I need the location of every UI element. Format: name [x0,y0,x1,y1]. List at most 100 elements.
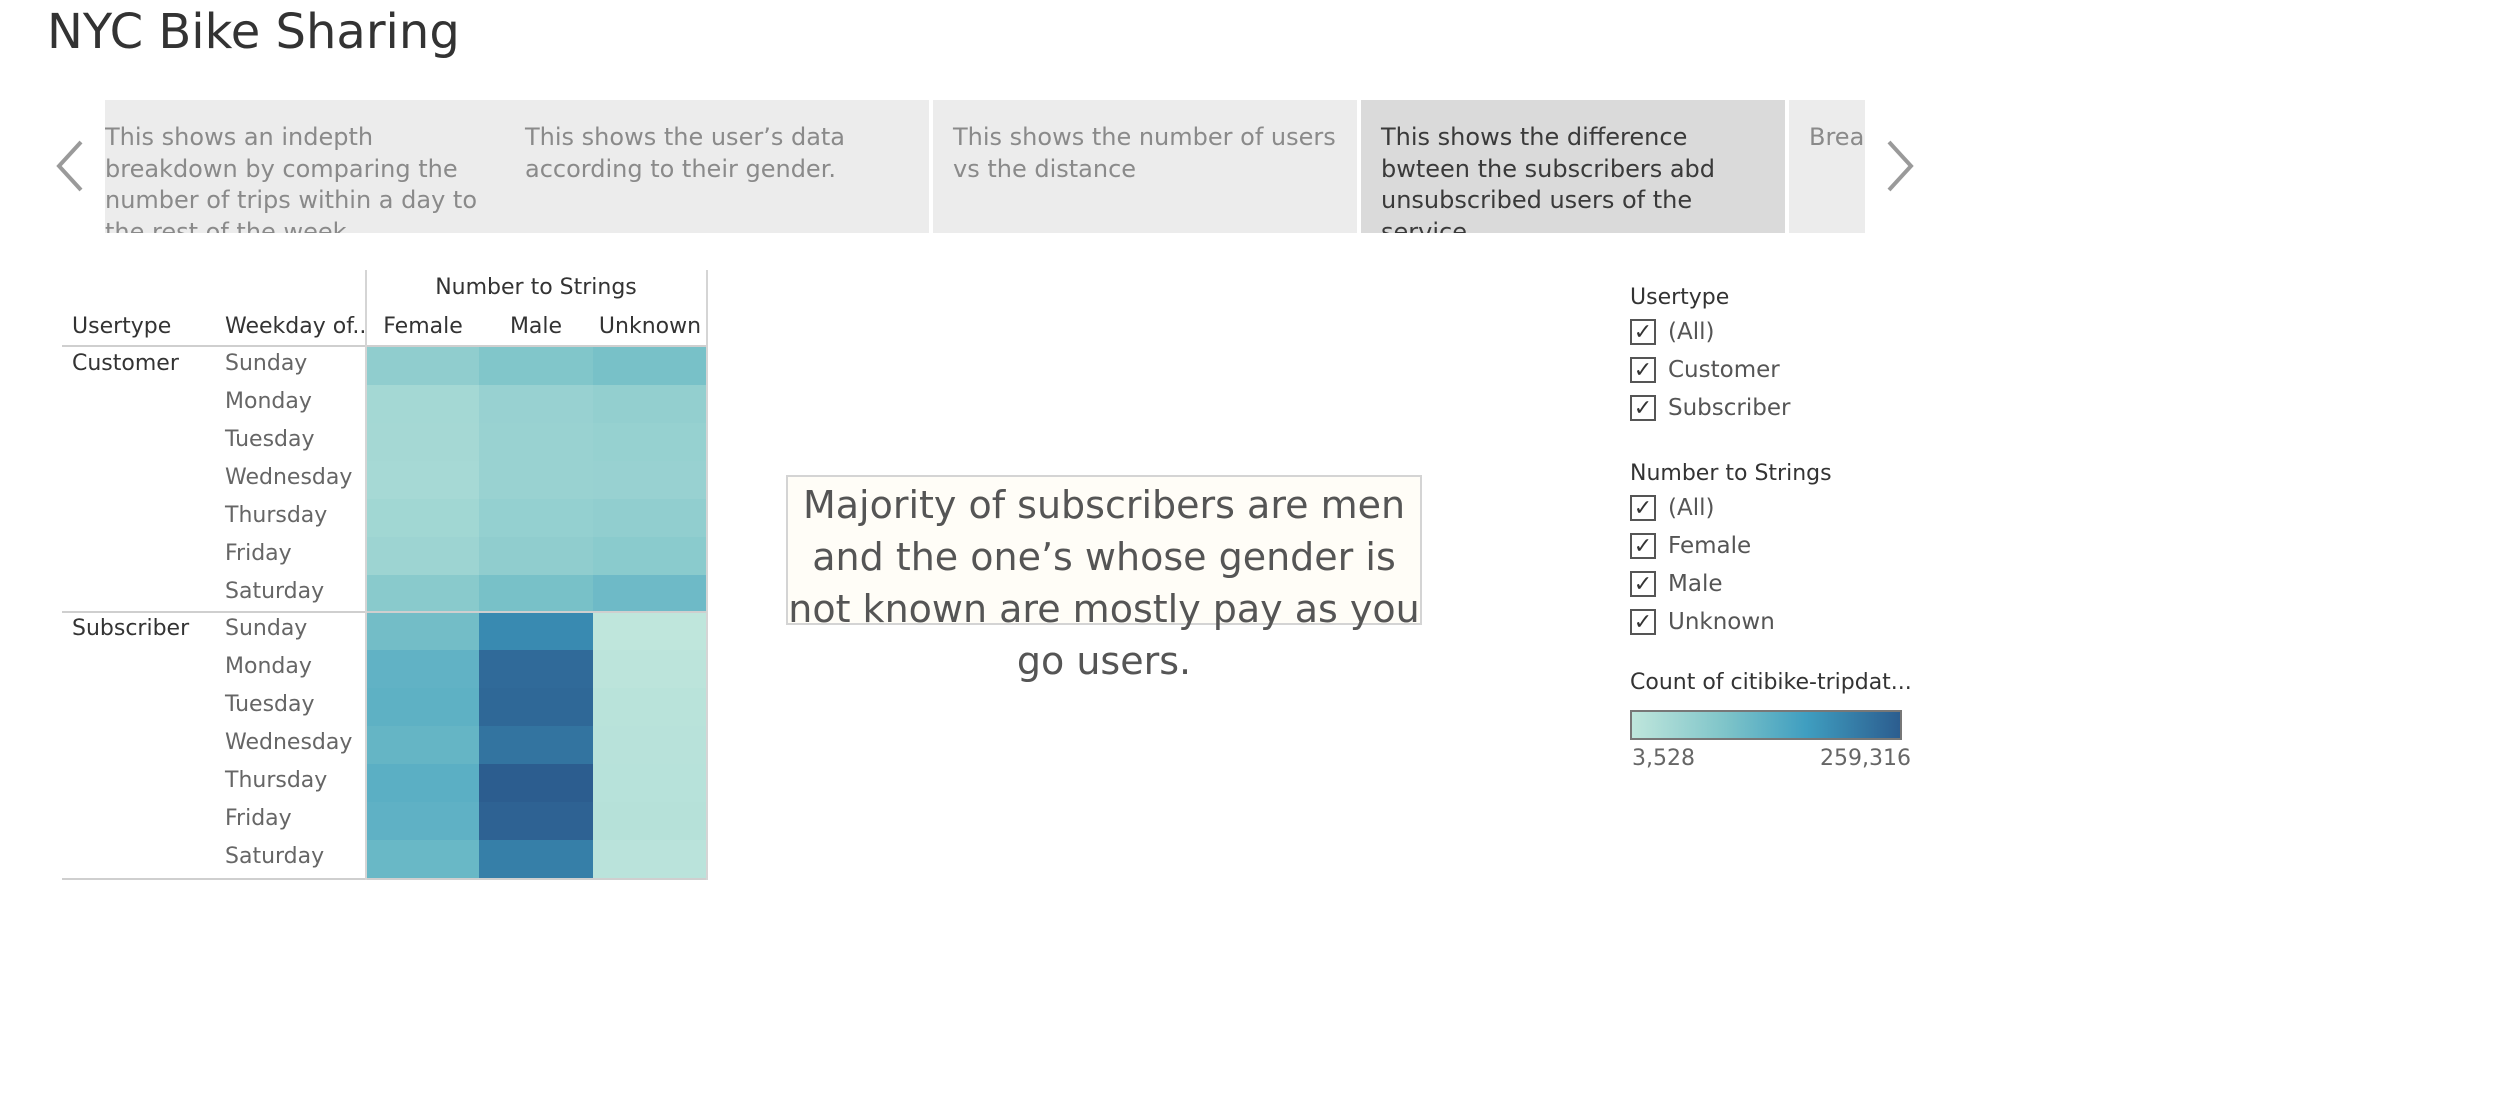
heatmap-cell[interactable] [593,650,707,688]
story-point-3[interactable]: This shows the number of users vs the di… [933,100,1357,233]
column-group-header: Number to Strings [435,275,637,300]
story-point-2[interactable]: This shows the user’s data according to … [505,100,929,233]
checkbox-checked-icon[interactable]: ✓ [1630,495,1656,521]
filter-option-label: Unknown [1668,609,1775,635]
group-label-subscriber: Subscriber [72,616,190,641]
story-point-1[interactable]: This shows an indepth breakdown by compa… [105,100,509,233]
filter-option-subscriber[interactable]: ✓ Subscriber [1630,392,1790,424]
filter-option-label: Customer [1668,357,1780,383]
story-navigator: This shows an indepth breakdown by compa… [105,100,1865,233]
heatmap-cell[interactable] [479,385,593,423]
heatmap-cell[interactable] [593,347,707,385]
heatmap-cell[interactable] [366,423,480,461]
story-prev-button[interactable] [50,136,90,196]
row-label-tuesday: Tuesday [225,692,315,717]
story-point-5[interactable]: Breakdown by gender [1789,100,1865,233]
heatmap-cell[interactable] [479,499,593,537]
heatmap-cell[interactable] [479,650,593,688]
heatmap-cell[interactable] [479,537,593,575]
filter-option-female[interactable]: ✓ Female [1630,530,1751,562]
heatmap-cell[interactable] [366,461,480,499]
heatmap-cell[interactable] [479,347,593,385]
heatmap-cell[interactable] [479,612,593,650]
heatmap-cell[interactable] [366,612,480,650]
row-label-monday: Monday [225,389,312,414]
filter-option-customer[interactable]: ✓ Customer [1630,354,1780,386]
heatmap-cell[interactable] [593,688,707,726]
heatmap-cell[interactable] [479,423,593,461]
heatmap-cell[interactable] [593,575,707,613]
filter-option-label: (All) [1668,495,1715,521]
checkbox-checked-icon[interactable]: ✓ [1630,533,1656,559]
story-point-4[interactable]: This shows the difference bwteen the sub… [1361,100,1785,233]
filter-option-all[interactable]: ✓ (All) [1630,316,1714,348]
heatmap-cell[interactable] [366,650,480,688]
row-label-thursday: Thursday [225,503,328,528]
heatmap-cell[interactable] [366,764,480,802]
column-header-unknown: Unknown [598,314,702,339]
heatmap-cell[interactable] [366,499,480,537]
checkbox-checked-icon[interactable]: ✓ [1630,319,1656,345]
checkbox-checked-icon[interactable]: ✓ [1630,609,1656,635]
row-label-wednesday: Wednesday [225,465,353,490]
row-label-friday: Friday [225,806,292,831]
row-label-thursday: Thursday [225,768,328,793]
heatmap-cell[interactable] [593,726,707,764]
heatmap-cell[interactable] [593,537,707,575]
row-label-saturday: Saturday [225,844,325,869]
heatmap-cell[interactable] [479,802,593,840]
row-label-saturday: Saturday [225,579,325,604]
chevron-right-icon [1887,140,1914,192]
column-header-male: Male [509,314,563,339]
row-header-1: Weekday of.. [225,314,367,339]
filter-option-male[interactable]: ✓ Male [1630,568,1722,600]
legend-min-label: 3,528 [1632,746,1695,771]
heatmap-cell[interactable] [366,347,480,385]
legend-title: Count of citibike-tripdat... [1630,670,1912,695]
checkbox-checked-icon[interactable]: ✓ [1630,357,1656,383]
checkbox-checked-icon[interactable]: ✓ [1630,395,1656,421]
filter-option-label: (All) [1668,319,1715,345]
checkbox-checked-icon[interactable]: ✓ [1630,571,1656,597]
heatmap-cell[interactable] [366,726,480,764]
heatmap-cell[interactable] [593,612,707,650]
heatmap-cell[interactable] [593,499,707,537]
color-legend-bar [1630,710,1902,740]
heatmap-cell[interactable] [479,461,593,499]
group-divider [62,611,706,613]
heatmap-cell[interactable] [593,461,707,499]
heatmap-cell[interactable] [593,764,707,802]
heatmap-cell[interactable] [593,802,707,840]
heatmap-cell[interactable] [479,726,593,764]
filter-option-label: Male [1668,571,1723,597]
header-right-rule [706,270,708,880]
heatmap-cell[interactable] [366,537,480,575]
story-next-button[interactable] [1880,136,1920,196]
heatmap-cell[interactable] [593,385,707,423]
heatmap-cell[interactable] [366,840,480,878]
heatmap-cell[interactable] [479,840,593,878]
group-label-customer: Customer [72,351,179,376]
filter-option-unknown[interactable]: ✓ Unknown [1630,606,1775,638]
filter-title-1: Number to Strings [1630,461,1832,486]
heatmap-cell[interactable] [366,688,480,726]
dashboard-title: NYC Bike Sharing [47,4,460,60]
heatmap-cell[interactable] [479,764,593,802]
heatmap-cell[interactable] [366,385,480,423]
row-label-monday: Monday [225,654,312,679]
heatmap-cell[interactable] [593,423,707,461]
heatmap-cell[interactable] [479,688,593,726]
heatmap-cell[interactable] [366,575,480,613]
filter-option-all[interactable]: ✓ (All) [1630,492,1714,524]
legend-max-label: 259,316 [1820,746,1911,771]
heatmap-cell[interactable] [593,840,707,878]
chevron-left-icon [56,140,83,192]
filter-option-label: Subscriber [1668,395,1791,421]
header-left-rule [365,270,367,880]
filter-title-0: Usertype [1630,285,1730,310]
heatmap-cell[interactable] [479,575,593,613]
filter-option-label: Female [1668,533,1752,559]
row-label-friday: Friday [225,541,292,566]
row-label-tuesday: Tuesday [225,427,315,452]
heatmap-cell[interactable] [366,802,480,840]
